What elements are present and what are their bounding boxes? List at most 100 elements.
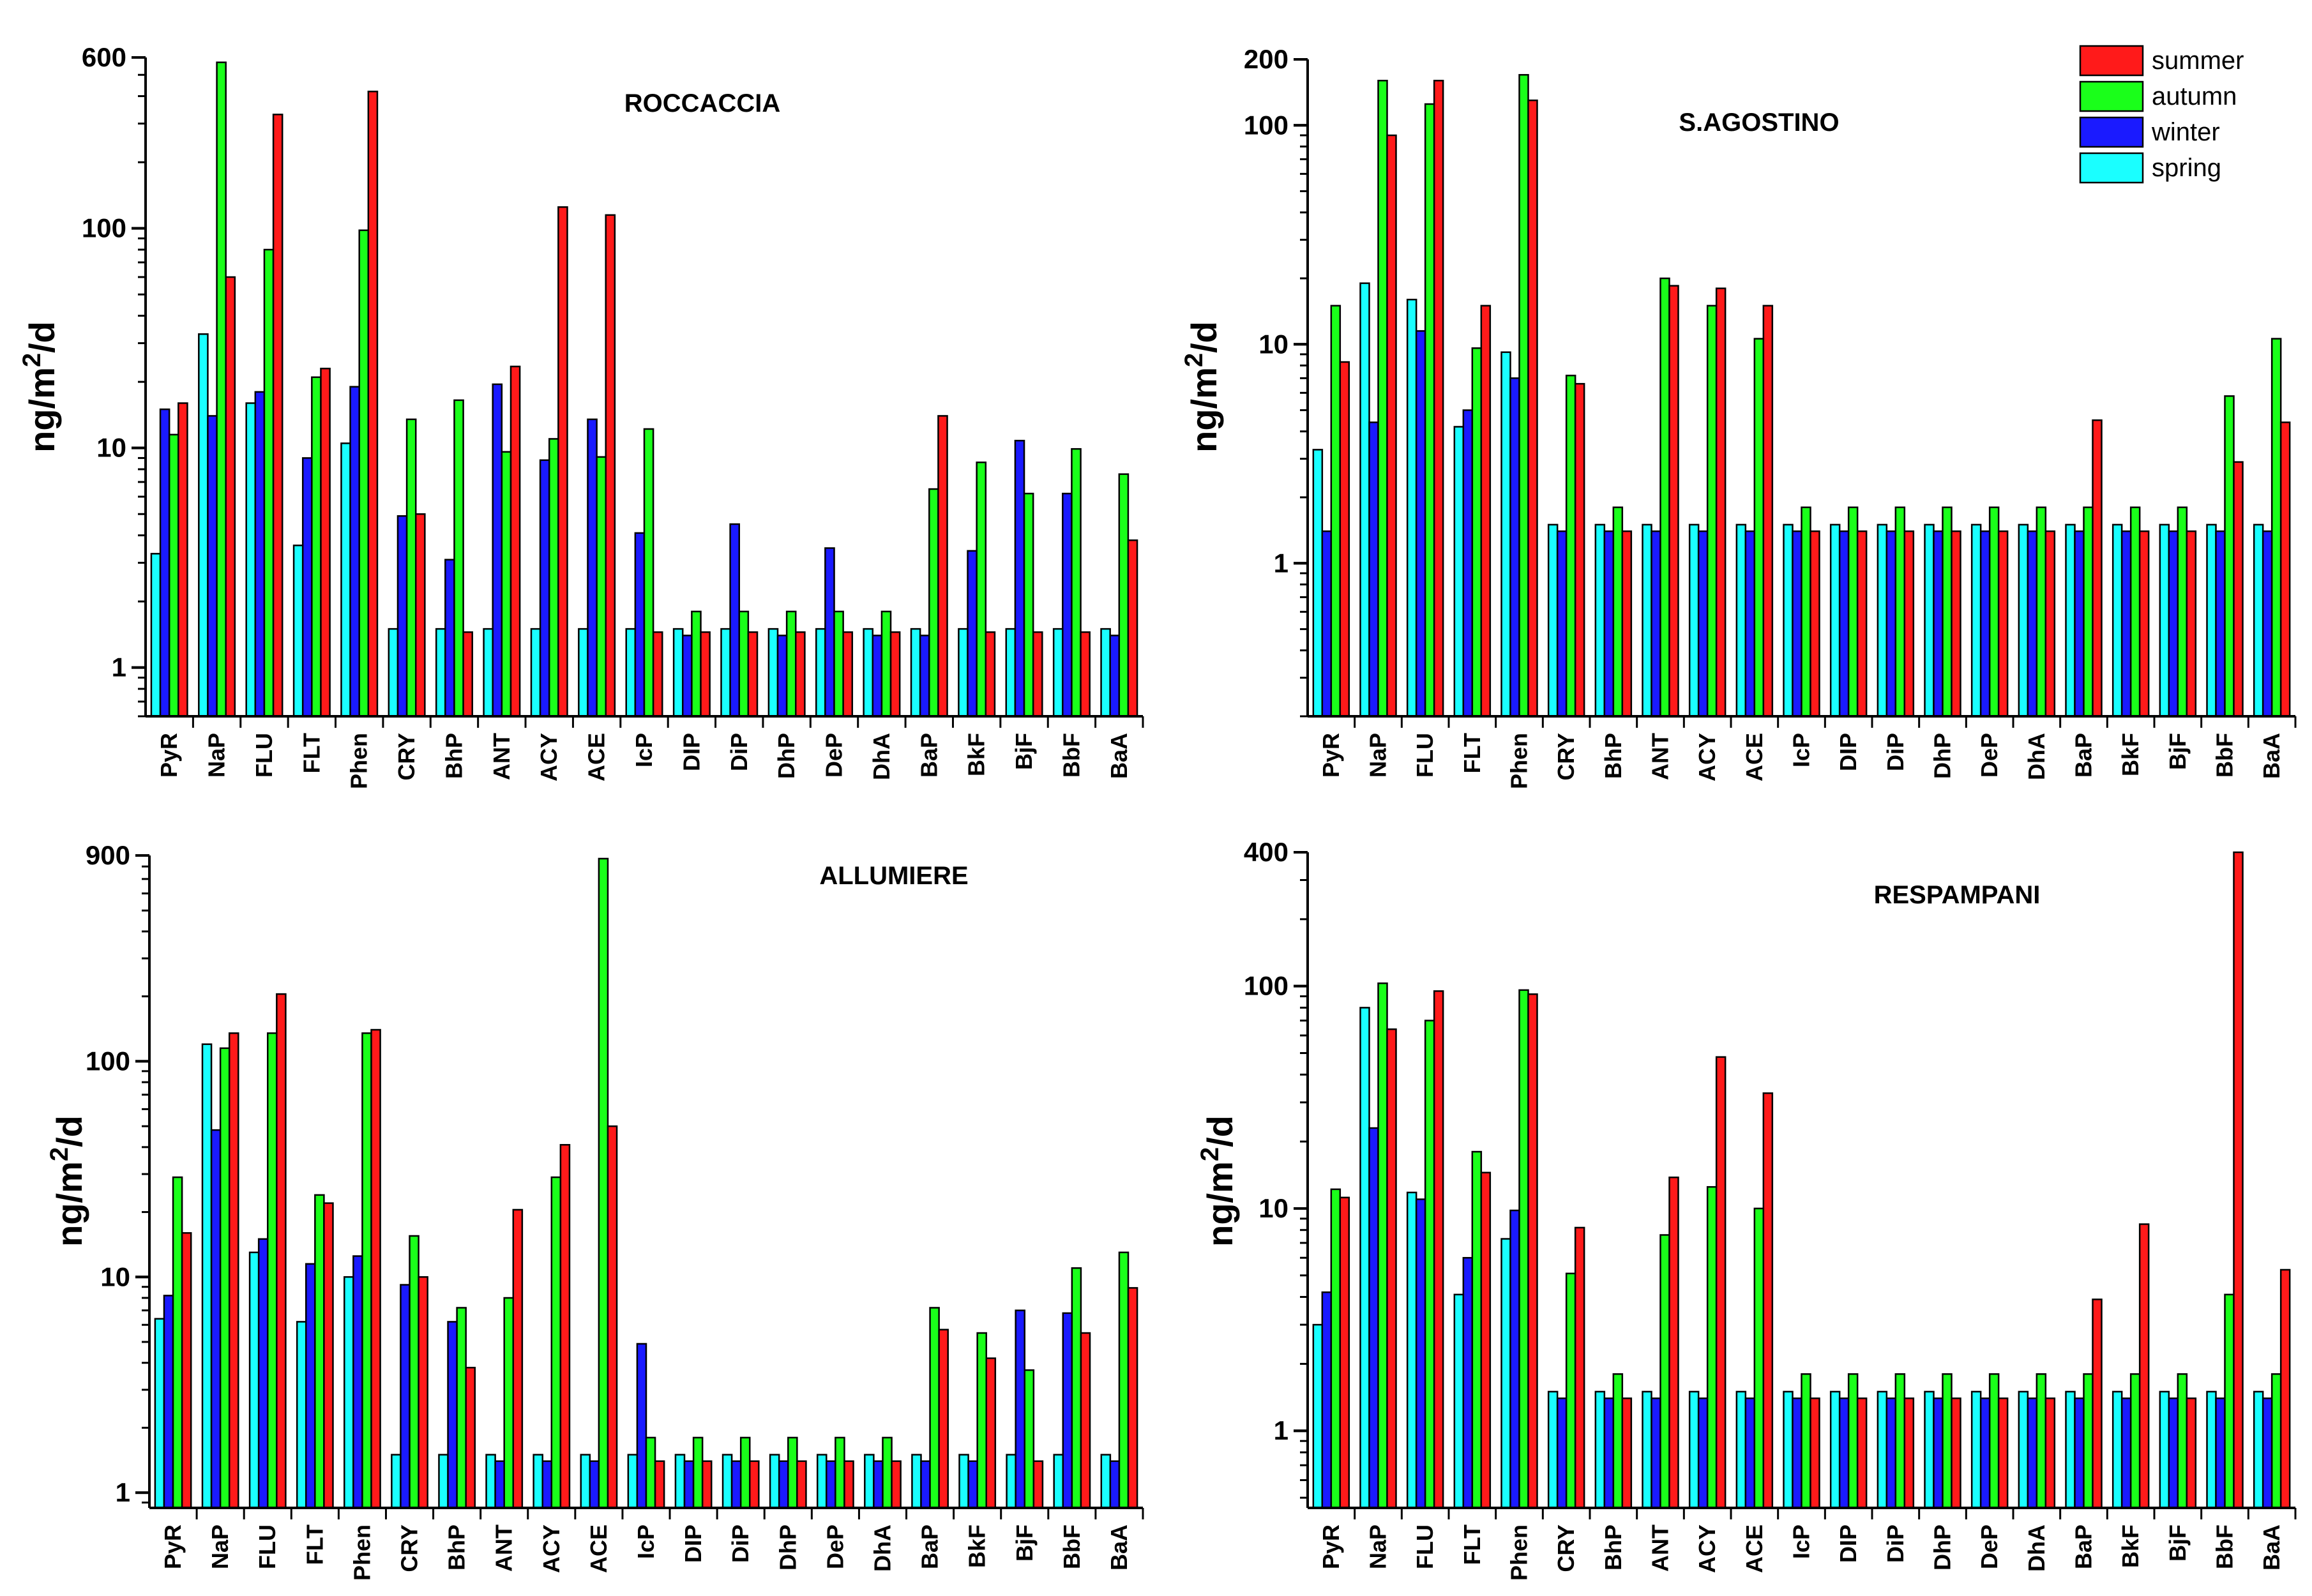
bar-summer-DiP <box>749 1460 760 1509</box>
bar-winter-DiP <box>729 523 741 718</box>
legend-label-summer: summer <box>2152 47 2244 75</box>
bar-summer-PyR <box>1339 1196 1350 1509</box>
x-tick-label-DiP: DiP <box>1882 1524 1908 1563</box>
bar-spring-BbF <box>1053 1454 1064 1509</box>
bar-autumn-BbF <box>1071 448 1082 718</box>
bar-winter-ACY <box>539 459 550 718</box>
bar-summer-CRY <box>1574 1226 1585 1509</box>
bar-spring-BaP <box>910 628 921 718</box>
bar-winter-BhP <box>444 559 455 718</box>
bar-winter-IcP <box>634 532 646 718</box>
bar-summer-IcP <box>652 631 663 718</box>
bar-spring-FLU <box>245 402 257 718</box>
bar-winter-DiP <box>730 1460 742 1509</box>
bar-winter-ACY <box>1697 530 1709 718</box>
bar-winter-BkF <box>967 1460 978 1509</box>
x-tick-label-BkF: BkF <box>964 1524 990 1568</box>
bar-winter-BhP <box>1603 530 1615 718</box>
x-tick-label-BkF: BkF <box>963 733 990 776</box>
bar-spring-ACE <box>1735 1390 1747 1509</box>
bar-spring-BaP <box>2065 523 2076 718</box>
bar-summer-DhA <box>2044 1397 2056 1509</box>
bar-autumn-DhA <box>2036 506 2047 718</box>
bar-summer-DiP <box>747 631 759 718</box>
bar-winter-BaP <box>2074 1397 2085 1509</box>
x-tick-label-FLU: FLU <box>254 1524 280 1569</box>
bar-winter-FLT <box>1462 1256 1474 1509</box>
bar-autumn-BbF <box>1071 1267 1082 1509</box>
x-tick-label-BaP: BaP <box>917 1524 943 1569</box>
bar-spring-NaP <box>198 333 209 718</box>
bar-spring-DiP <box>722 1454 733 1509</box>
bar-autumn-NaP <box>216 61 227 718</box>
bar-winter-CRY <box>400 1284 411 1509</box>
bar-winter-PyR <box>1321 1291 1333 1509</box>
bar-summer-BhP <box>1621 1397 1633 1509</box>
chart-title: ROCCACCIA <box>624 89 780 117</box>
bar-summer-FLU <box>1433 990 1444 1509</box>
bar-autumn-NaP <box>1377 982 1388 1509</box>
bar-winter-BaA <box>1109 635 1121 718</box>
x-tick-label-BbF: BbF <box>1058 733 1084 778</box>
bar-summer-FLT <box>320 368 331 718</box>
bar-autumn-ACE <box>1753 338 1765 718</box>
bar-spring-IcP <box>625 628 637 718</box>
bar-autumn-FLT <box>1471 347 1483 718</box>
legend-label-winter: winter <box>2151 118 2220 146</box>
x-tick-label-BaA: BaA <box>2258 733 2285 779</box>
bar-summer-BbF <box>1080 631 1091 718</box>
bar-summer-BaA <box>2279 421 2291 718</box>
bar-spring-BaP <box>911 1454 922 1509</box>
bar-summer-ACY <box>1715 1056 1726 1509</box>
y-axis-label: ng/m2/d <box>18 321 62 453</box>
bar-summer-NaP <box>225 276 236 718</box>
x-tick-label-BjF: BjF <box>2165 733 2191 770</box>
x-tick-label-DhP: DhP <box>773 733 799 779</box>
bar-autumn-DeP <box>1988 1373 2000 1509</box>
bar-winter-BaP <box>2074 530 2085 718</box>
bar-spring-DIP <box>1829 1390 1841 1509</box>
x-tick-label-BaA: BaA <box>1106 1524 1132 1570</box>
y-axis-label: ng/m2/d <box>1196 1115 1240 1247</box>
x-tick-label-NaP: NaP <box>204 733 230 778</box>
bar-winter-DeP <box>824 547 835 718</box>
bar-spring-BhP <box>438 1454 449 1509</box>
x-tick-label-DIP: DIP <box>680 1524 706 1563</box>
x-tick-label-BhP: BhP <box>1600 1524 1626 1570</box>
bar-autumn-DeP <box>833 610 844 718</box>
y-tick-label: 100 <box>86 1046 130 1076</box>
bar-autumn-ANT <box>1659 1234 1670 1509</box>
bar-winter-NaP <box>1368 1127 1379 1509</box>
bar-spring-IcP <box>627 1454 638 1509</box>
bar-autumn-ANT <box>503 1297 515 1509</box>
bar-spring-DhP <box>769 1454 780 1509</box>
bar-spring-ACE <box>580 1454 591 1509</box>
x-tick-label-DhA: DhA <box>869 1524 895 1572</box>
bar-autumn-DhP <box>787 1436 798 1509</box>
x-tick-label-ACE: ACE <box>586 1524 612 1573</box>
bar-winter-FLU <box>1415 330 1426 718</box>
bar-autumn-CRY <box>1565 1272 1576 1509</box>
bar-winter-ACE <box>1744 530 1756 718</box>
bar-spring-PyR <box>154 1318 165 1509</box>
y-tick-label: 200 <box>1244 44 1288 74</box>
bar-summer-ANT <box>512 1208 524 1509</box>
x-tick-label-DhP: DhP <box>1930 733 1956 779</box>
bar-spring-BkF <box>958 628 969 718</box>
bar-summer-FLU <box>272 114 283 718</box>
bar-summer-DIP <box>1856 530 1868 718</box>
bar-summer-DeP <box>1997 1397 2009 1509</box>
bar-spring-DhA <box>2018 1390 2029 1509</box>
bar-summer-BkF <box>985 631 996 718</box>
x-tick-label-ACY: ACY <box>538 1524 564 1573</box>
bar-winter-DhA <box>872 635 883 718</box>
bar-spring-FLT <box>1453 1293 1465 1509</box>
bar-summer-ANT <box>1668 1176 1679 1509</box>
bar-winter-IcP <box>636 1343 647 1509</box>
bar-winter-DIP <box>1838 530 1850 718</box>
bar-autumn-NaP <box>219 1047 230 1509</box>
bar-summer-DhP <box>795 631 806 718</box>
bar-winter-IcP <box>1792 530 1802 718</box>
bar-winter-BbF <box>1062 492 1073 718</box>
bar-spring-CRY <box>1547 523 1559 718</box>
